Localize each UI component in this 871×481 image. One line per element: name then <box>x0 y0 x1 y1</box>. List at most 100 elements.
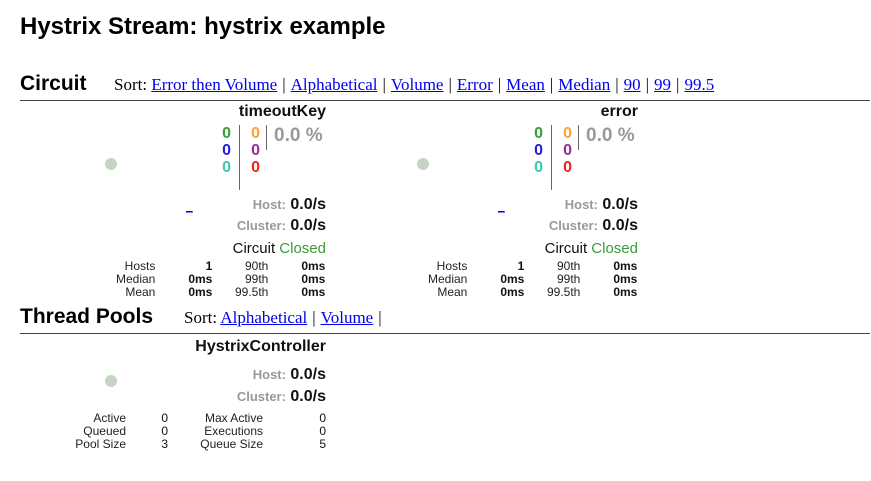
p90-label: 90th <box>245 259 269 273</box>
p90-value: 0ms <box>613 259 638 273</box>
hosts-label: Hosts <box>436 259 468 273</box>
cluster-rate-label: Cluster: <box>236 389 286 404</box>
rejected-count: 0 <box>251 142 260 159</box>
error-divider <box>578 125 579 150</box>
circuit-graph-link[interactable]: _ <box>186 199 193 213</box>
mean-value: 0ms <box>500 285 525 299</box>
hosts-label: Hosts <box>124 259 156 273</box>
counts-left-column: 0 0 0 <box>215 125 231 176</box>
p995-label: 99.5th <box>546 285 581 299</box>
host-rate-label: Host: <box>252 197 286 212</box>
thread-pool-stats-table: Active 0 Max Active 0 Queued 0 Execution… <box>68 412 326 451</box>
bad-request-count: 0 <box>222 159 231 176</box>
host-rate-value: 0.0/s <box>290 196 326 213</box>
thread-pools-sort-bar: Sort: Alphabetical | Volume | <box>184 308 382 327</box>
timeout-count: 0 <box>251 125 260 142</box>
pool-size-label: Pool Size <box>75 437 126 451</box>
executions-label: Executions <box>204 424 263 438</box>
sort-label: Sort: <box>114 75 148 94</box>
median-label: Median <box>116 272 156 286</box>
median-value: 0ms <box>500 272 525 286</box>
p995-label: 99.5th <box>234 285 269 299</box>
cluster-rate-value: 0.0/s <box>290 388 326 405</box>
latency-stats-table: Hosts 1 90th 0ms Median 0ms 99th 0ms Mea… <box>116 260 325 299</box>
thread-pool-monitor-hystrixcontroller: HystrixController Host: 0.0/s Cluster: 0… <box>21 338 326 458</box>
health-indicator-dot <box>105 158 117 170</box>
median-label: Median <box>428 272 468 286</box>
sort-mean-link[interactable]: Mean <box>506 75 545 94</box>
circuit-status-label: Circuit <box>544 240 588 257</box>
sort-99-5-link[interactable]: 99.5 <box>684 75 715 94</box>
cluster-rate-row: Cluster: 0.0/s <box>237 217 326 235</box>
sort-alphabetical-link[interactable]: Alphabetical <box>290 75 378 94</box>
p99-value: 0ms <box>301 272 326 286</box>
p90-label: 90th <box>557 259 581 273</box>
p995-value: 0ms <box>301 285 326 299</box>
active-value: 0 <box>161 411 168 425</box>
rejected-count: 0 <box>563 142 572 159</box>
error-divider <box>266 125 267 150</box>
counts-right-column: 0 0 0 <box>558 125 572 176</box>
sort-error-link[interactable]: Error <box>456 75 493 94</box>
thread-pool-name: HystrixController <box>195 338 326 355</box>
host-rate-row: Host: 0.0/s <box>253 196 326 214</box>
cluster-rate-row: Cluster: 0.0/s <box>549 217 638 235</box>
circuit-monitor-timeoutkey: timeoutKey 0 0 0 0 0 0 0.0 % _ Host: 0.0… <box>21 103 326 303</box>
latency-stats-table: Hosts 1 90th 0ms Median 0ms 99th 0ms Mea… <box>428 260 637 299</box>
error-percentage: 0.0 % <box>586 125 635 146</box>
circuit-status-label: Circuit <box>232 240 276 257</box>
p90-value: 0ms <box>301 259 326 273</box>
sort-volume-link[interactable]: Volume <box>320 308 374 327</box>
cluster-rate-label: Cluster: <box>548 218 598 233</box>
sort-alphabetical-link[interactable]: Alphabetical <box>220 308 308 327</box>
error-percentage: 0.0 % <box>274 125 323 146</box>
cluster-rate-value: 0.0/s <box>602 217 638 234</box>
circuit-section-header: Circuit Sort: Error then Volume | Alphabet… <box>20 72 870 101</box>
circuit-status-state: Closed <box>279 240 326 257</box>
success-count: 0 <box>222 125 231 142</box>
sort-error-then-volume-link[interactable]: Error then Volume <box>151 75 278 94</box>
max-active-label: Max Active <box>204 411 263 425</box>
pool-size-value: 3 <box>161 437 168 451</box>
host-rate-value: 0.0/s <box>602 196 638 213</box>
host-rate-row: Host: 0.0/s <box>253 366 326 384</box>
hosts-value: 1 <box>205 259 213 273</box>
thread-pools-section-header: Thread Pools Sort: Alphabetical | Volume | <box>20 305 870 334</box>
counts-right-column: 0 0 0 <box>246 125 260 176</box>
cluster-rate-label: Cluster: <box>236 218 286 233</box>
p99-value: 0ms <box>613 272 638 286</box>
hosts-value: 1 <box>517 259 525 273</box>
sort-volume-link[interactable]: Volume <box>390 75 444 94</box>
counts-divider <box>551 125 552 190</box>
circuit-status-state: Closed <box>591 240 638 257</box>
circuit-status: Circuit Closed <box>545 240 638 257</box>
success-count: 0 <box>534 125 543 142</box>
p99-label: 99th <box>557 272 581 286</box>
sort-99-link[interactable]: 99 <box>654 75 672 94</box>
max-active-value: 0 <box>319 411 326 425</box>
active-label: Active <box>93 411 126 425</box>
p995-value: 0ms <box>613 285 638 299</box>
mean-label: Mean <box>125 285 156 299</box>
counts-left-column: 0 0 0 <box>527 125 543 176</box>
host-rate-label: Host: <box>564 197 598 212</box>
queue-size-label: Queue Size <box>200 437 263 451</box>
failure-count: 0 <box>251 159 260 176</box>
circuit-name: timeoutKey <box>238 103 326 120</box>
sort-label: Sort: <box>184 308 218 327</box>
short-circuited-count: 0 <box>222 142 231 159</box>
circuit-section-title: Circuit <box>20 72 87 95</box>
sort-90-link[interactable]: 90 <box>623 75 641 94</box>
queue-size-value: 5 <box>319 437 326 451</box>
circuit-graph-link[interactable]: _ <box>498 199 505 213</box>
circuit-status: Circuit Closed <box>233 240 326 257</box>
counts-divider <box>239 125 240 190</box>
host-rate-value: 0.0/s <box>290 366 326 383</box>
timeout-count: 0 <box>563 125 572 142</box>
p99-label: 99th <box>245 272 269 286</box>
failure-count: 0 <box>563 159 572 176</box>
health-indicator-dot <box>417 158 429 170</box>
sort-median-link[interactable]: Median <box>558 75 611 94</box>
short-circuited-count: 0 <box>534 142 543 159</box>
queued-value: 0 <box>161 424 168 438</box>
